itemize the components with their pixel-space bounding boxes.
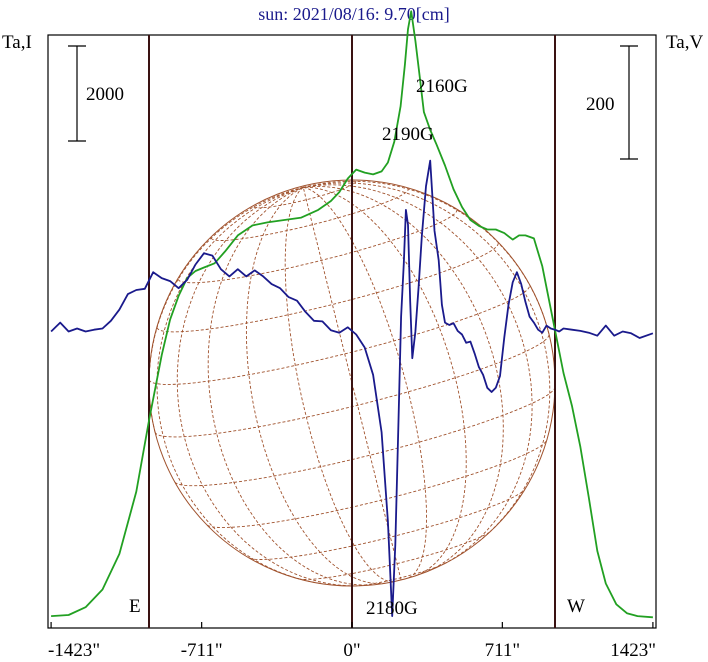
- x-tick-label: -1423": [48, 640, 100, 661]
- right-scale-bar: [620, 45, 638, 160]
- latitude-line: [174, 387, 556, 487]
- longitude-line: [303, 185, 504, 571]
- annotation-2160g: 2160G: [416, 76, 468, 97]
- chart-title: sun: 2021/08/16: 9.70[cm]: [258, 4, 450, 24]
- left-scale-bar: [68, 45, 86, 142]
- longitude-line: [302, 187, 402, 580]
- latitude-line: [249, 489, 526, 560]
- longitude-line: [284, 186, 394, 583]
- longitude-line: [176, 186, 356, 587]
- longitude-line: [303, 182, 551, 546]
- x-tick-label: 711": [485, 640, 521, 661]
- annotation-2190g: 2190G: [382, 124, 434, 145]
- latitude-line: [177, 209, 458, 284]
- longitude-line: [303, 186, 467, 576]
- right-scale-value: 200: [586, 94, 615, 115]
- west-limb-label: W: [567, 596, 585, 617]
- x-tick-label: 0": [343, 640, 360, 661]
- series-group: [50, 10, 654, 619]
- annotation-2180g: 2180G: [366, 598, 418, 619]
- latitude-line: [148, 284, 531, 385]
- right-axis-label: Ta,V: [666, 32, 703, 53]
- longitude-line: [207, 186, 372, 586]
- longitude-line: [156, 186, 320, 584]
- x-tick-label: 1423": [610, 640, 656, 661]
- longitude-line: [303, 180, 550, 335]
- series-line-stokes_v: [50, 159, 654, 617]
- longitude-line: [245, 186, 386, 584]
- x-tick-label: -711": [181, 640, 223, 661]
- x-axis-ticks: -1423" -711" 0" 711" 1423": [48, 622, 656, 661]
- latitude-line: [156, 242, 499, 333]
- longitude-line: [303, 184, 533, 565]
- east-limb-label: E: [129, 596, 141, 617]
- left-axis-label: Ta,I: [2, 32, 32, 53]
- left-scale-value: 2000: [86, 84, 124, 105]
- latitude-line: [210, 189, 409, 241]
